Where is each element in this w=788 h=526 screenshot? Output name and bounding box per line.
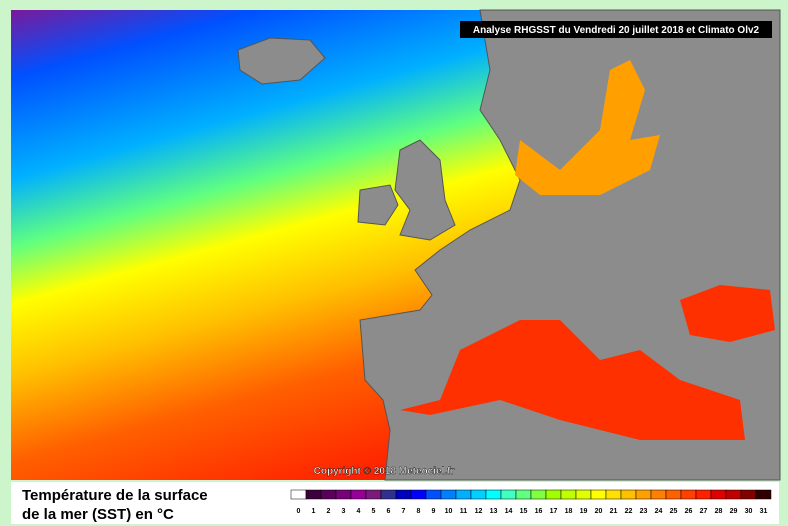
legend-swatch [725, 489, 742, 500]
legend: 0 1 2 3 4 5 6 7 8 9 10 11 12 13 14 15 16 17 18 19 20 21 22 23 24… [290, 489, 772, 515]
black-sea [680, 285, 775, 342]
mediterranean-sea [400, 320, 745, 440]
legend-label: 11 [460, 508, 468, 515]
legend-label: 15 [520, 508, 528, 515]
legend-label: 1 [312, 508, 316, 515]
legend-label: 6 [387, 508, 391, 515]
legend-swatch [545, 489, 562, 500]
legend-swatch [470, 489, 487, 500]
caption-line: de la mer (SST) en °C [22, 506, 174, 523]
legend-label: 12 [475, 508, 483, 515]
legend-swatch [500, 489, 517, 500]
legend-label: 29 [730, 508, 738, 515]
title-box [460, 21, 772, 38]
copyright: Copyright © 2018 Meteociel.fr [314, 466, 455, 477]
land [237, 37, 326, 85]
legend-swatch [665, 489, 682, 500]
legend-label: 30 [745, 508, 753, 515]
legend-swatch [320, 489, 337, 500]
legend-swatch [455, 489, 472, 500]
legend-label: 17 [550, 508, 558, 515]
legend-swatch [620, 489, 637, 500]
legend-label: 9 [432, 508, 436, 515]
legend-swatch [755, 489, 772, 500]
legend-label: 8 [417, 508, 421, 515]
legend-swatch [695, 489, 712, 500]
legend-label: 5 [372, 508, 376, 515]
land [357, 184, 399, 226]
map-title: Analyse RHGSST du Vendredi 20 juillet 20… [473, 25, 760, 36]
legend-swatch [740, 489, 757, 500]
legend-label: 27 [700, 508, 708, 515]
map: Analyse RHGSST du Vendredi 20 juillet 20… [11, 9, 781, 481]
legend-swatch [305, 489, 322, 500]
legend-label: 21 [610, 508, 618, 515]
legend-label: 23 [640, 508, 648, 515]
legend-label: 16 [535, 508, 543, 515]
legend-label: 4 [357, 508, 361, 515]
legend-swatch [635, 489, 652, 500]
legend-label: 25 [670, 508, 678, 515]
legend-swatch [575, 489, 592, 500]
legend-swatch [680, 489, 697, 500]
legend-label: 10 [445, 508, 453, 515]
legend-swatch [515, 489, 532, 500]
legend-swatch [425, 489, 442, 500]
legend-swatch [605, 489, 622, 500]
land [394, 139, 456, 241]
legend-label: 7 [402, 508, 406, 515]
legend-label: 14 [505, 508, 513, 515]
legend-label: 13 [490, 508, 498, 515]
legend-swatch [560, 489, 577, 500]
baltic-sea [515, 60, 660, 195]
legend-swatch [485, 489, 502, 500]
legend-label: 20 [595, 508, 603, 515]
caption-line: Température de la surface [22, 487, 208, 504]
legend-swatch [290, 489, 307, 500]
legend-label: 2 [327, 508, 331, 515]
legend-swatch [530, 489, 547, 500]
legend-panel [11, 482, 779, 524]
legend-swatch [440, 489, 457, 500]
legend-label: 18 [565, 508, 573, 515]
legend-swatch [710, 489, 727, 500]
legend-label: 22 [625, 508, 633, 515]
legend-swatch [365, 489, 382, 500]
legend-label: 19 [580, 508, 588, 515]
legend-label: 28 [715, 508, 723, 515]
legend-swatch [395, 489, 412, 500]
legend-swatch [410, 489, 427, 500]
legend-label: 3 [342, 508, 346, 515]
legend-label: 0 [297, 508, 301, 515]
legend-swatch [380, 489, 397, 500]
legend-swatch [650, 489, 667, 500]
legend-label: 24 [655, 508, 663, 515]
legend-swatch [335, 489, 352, 500]
legend-label: 31 [760, 508, 768, 515]
legend-label: 26 [685, 508, 693, 515]
legend-swatch [590, 489, 607, 500]
legend-swatch [350, 489, 367, 500]
